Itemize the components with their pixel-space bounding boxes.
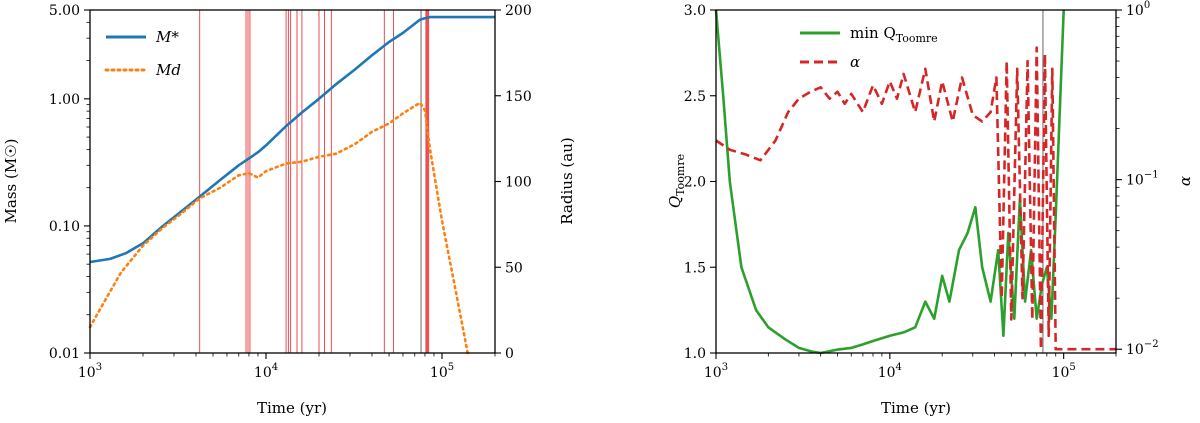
y2-tick-label-2: 100 — [505, 175, 532, 191]
y-tick-label-1-base: 1.5 — [684, 260, 706, 276]
series-line-1 — [88, 101, 469, 355]
x-tick-label-0-exponent: 3 — [722, 362, 728, 373]
left-legend: M* Md — [104, 28, 181, 79]
y2-tick-label-3: 150 — [505, 89, 532, 105]
series-line-0 — [89, 15, 495, 264]
legend-label-md: Md — [155, 61, 181, 79]
y-tick-label-3-base: 5.00 — [49, 3, 80, 19]
y-tick-label-1-base: 0.10 — [49, 219, 80, 235]
y2-tick-label-4-base: 200 — [505, 3, 532, 19]
left-y2label: Radius (au) — [558, 137, 576, 224]
y-tick-label-1: 0.10 — [49, 219, 80, 235]
right-legend: min QToomre α — [800, 24, 938, 71]
x-tick-label-2-exponent: 5 — [448, 362, 454, 373]
y2-tick-label-4: 200 — [505, 3, 532, 19]
x-tick-label-2-base: 10 — [430, 365, 448, 381]
y-tick-label-0: 1.0 — [684, 346, 706, 362]
series-line-1 — [715, 46, 1116, 351]
y-tick-label-3-base: 2.5 — [684, 89, 706, 105]
x-tick-label-1: 104 — [878, 362, 902, 381]
legend-label-mstar: M* — [155, 28, 179, 46]
y2-tick-label-0-exponent: −2 — [1144, 339, 1159, 350]
x-tick-label-1-exponent: 4 — [896, 362, 902, 373]
y2-tick-label-1: 50 — [505, 260, 523, 276]
y-tick-label-4: 3.0 — [684, 3, 706, 19]
y2-tick-label-3-base: 150 — [505, 89, 532, 105]
right-series — [714, 9, 1116, 355]
y-tick-label-3: 5.00 — [49, 3, 80, 19]
y-tick-label-0: 0.01 — [49, 346, 80, 362]
y2-tick-label-0-base: 0 — [505, 346, 514, 362]
y-tick-label-4-base: 3.0 — [684, 3, 706, 19]
y-tick-label-0-base: 1.0 — [684, 346, 706, 362]
x-tick-label-0-exponent: 3 — [96, 362, 102, 373]
y2-tick-label-2-exponent: 0 — [1144, 0, 1150, 11]
x-tick-label-1: 104 — [254, 362, 278, 381]
x-tick-label-2: 105 — [1052, 362, 1076, 381]
y2-tick-label-1-exponent: −1 — [1144, 170, 1159, 181]
series-line-0 — [714, 9, 1065, 355]
y-tick-label-2-base: 2.0 — [684, 175, 706, 191]
y2-tick-label-1-base: 10 — [1126, 173, 1144, 189]
legend-label-alpha: α — [850, 53, 860, 71]
y-tick-label-0-base: 0.01 — [49, 346, 80, 362]
right-ylabel: QToomre — [666, 154, 687, 208]
x-tick-label-2: 105 — [430, 362, 454, 381]
right-xlabel: Time (yr) — [881, 399, 951, 417]
y2-tick-label-0: 0 — [505, 346, 514, 362]
x-tick-label-2-exponent: 5 — [1069, 362, 1075, 373]
right-y2label: α — [1176, 176, 1194, 186]
y-tick-label-2-base: 1.00 — [49, 92, 80, 108]
x-tick-label-0: 103 — [704, 362, 728, 381]
x-tick-label-1-base: 10 — [878, 365, 896, 381]
left-event-lines — [199, 10, 430, 353]
x-tick-label-1-base: 10 — [254, 365, 272, 381]
left-xlabel: Time (yr) — [257, 399, 327, 417]
y2-tick-label-0: 10−2 — [1126, 339, 1159, 358]
y2-tick-label-1-base: 50 — [505, 260, 523, 276]
y2-tick-label-0-base: 10 — [1126, 342, 1144, 358]
y2-tick-label-1: 10−1 — [1126, 170, 1159, 189]
left-series — [88, 15, 495, 355]
y-tick-label-2: 1.00 — [49, 92, 80, 108]
x-tick-label-0-base: 10 — [704, 365, 722, 381]
y-tick-label-1: 1.5 — [684, 260, 706, 276]
y2-tick-label-2-base: 100 — [505, 175, 532, 191]
left-ylabel: Mass (M☉) — [2, 139, 20, 224]
legend-label-qtoomre: min QToomre — [850, 24, 938, 45]
x-tick-label-0: 103 — [78, 362, 102, 381]
y-tick-label-2: 2.0 — [684, 175, 706, 191]
y2-tick-label-2-base: 10 — [1126, 3, 1144, 19]
y2-tick-label-2: 100 — [1126, 0, 1150, 19]
x-tick-label-1-exponent: 4 — [272, 362, 278, 373]
x-tick-label-0-base: 10 — [78, 365, 96, 381]
x-tick-label-2-base: 10 — [1052, 365, 1070, 381]
y-tick-label-3: 2.5 — [684, 89, 706, 105]
